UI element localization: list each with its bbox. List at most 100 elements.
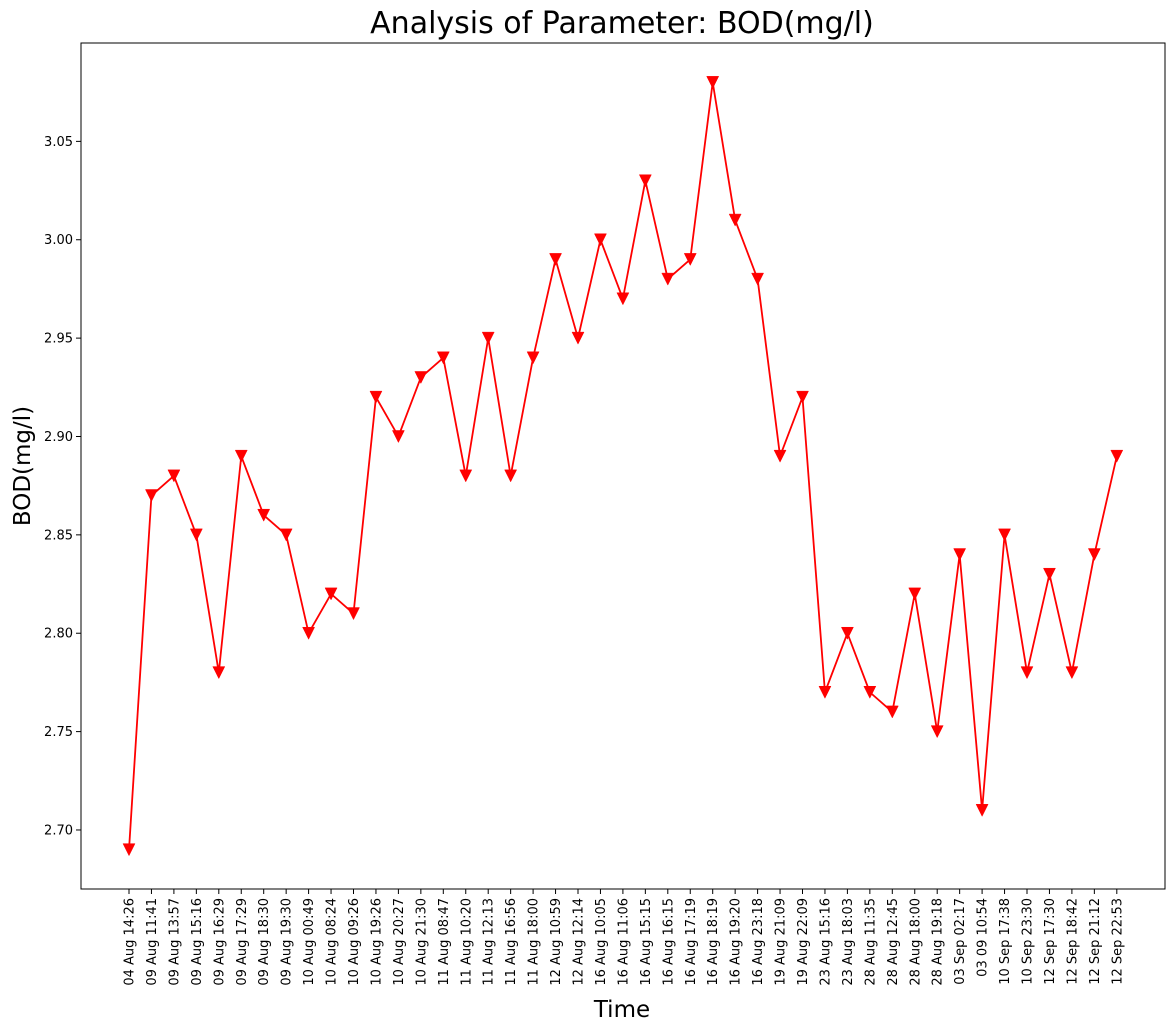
data-point-marker — [818, 686, 832, 699]
data-point-marker — [998, 528, 1011, 542]
y-tick-label: 2.90 — [44, 430, 73, 445]
chart-title: Analysis of Parameter: BOD(mg/l) — [370, 6, 874, 41]
y-tick-label: 3.00 — [44, 233, 73, 248]
x-tick-label: 16 Aug 17:19 — [684, 898, 699, 986]
data-point-marker — [324, 587, 338, 601]
y-tick-label: 2.75 — [44, 725, 73, 740]
x-tick-label: 10 Aug 09:26 — [347, 898, 362, 986]
data-point-marker — [728, 213, 742, 227]
data-point-marker — [1087, 548, 1101, 562]
x-tick-label: 12 Aug 10:59 — [549, 898, 564, 986]
x-tick-label: 10 Aug 00:49 — [302, 898, 317, 986]
data-point-marker — [549, 253, 562, 266]
data-point-marker — [302, 626, 316, 640]
data-point-marker — [885, 705, 899, 719]
x-tick-label: 09 Aug 18:30 — [257, 898, 272, 986]
x-tick-label: 11 Aug 12:13 — [482, 898, 497, 986]
x-axis: 04 Aug 14:26 09 Aug 11:41 09 Aug 13:57 09 A… — [123, 889, 1125, 986]
data-point-marker — [773, 449, 787, 463]
data-point-marker — [526, 351, 540, 365]
x-axis-label: Time — [593, 997, 650, 1023]
x-tick-label: 04 Aug 14:26 — [123, 898, 138, 986]
x-tick-label: 23 Aug 15:16 — [818, 898, 833, 986]
x-tick-label: 09 Aug 13:57 — [167, 898, 182, 986]
data-point-marker — [257, 508, 271, 522]
x-tick-label: 12 Sep 21:12 — [1088, 898, 1103, 985]
x-tick-label: 10 Aug 08:24 — [325, 898, 340, 986]
x-tick-label: 28 Aug 12:45 — [886, 898, 901, 986]
x-tick-label: 12 Aug 12:14 — [572, 898, 587, 986]
x-tick-label: 28 Aug 11:35 — [863, 898, 878, 986]
x-tick-label: 09 Aug 19:30 — [280, 898, 295, 986]
x-tick-label: 16 Aug 18:19 — [706, 898, 721, 986]
data-point-marker — [683, 253, 697, 266]
x-tick-label: 09 Aug 16:29 — [212, 898, 227, 986]
data-point-marker — [234, 449, 248, 463]
x-tick-label: 12 Sep 18:42 — [1065, 898, 1080, 985]
data-point-marker — [369, 390, 383, 404]
x-tick-label: 11 Aug 16:56 — [504, 898, 519, 986]
x-tick-label: 10 Sep 17:38 — [998, 898, 1013, 985]
data-point-marker — [145, 489, 158, 503]
series-line — [128, 81, 1118, 850]
data-point-marker — [1043, 567, 1056, 581]
x-tick-label: 10 Aug 21:30 — [414, 898, 429, 986]
data-point-marker — [908, 587, 922, 601]
x-tick-label: 10 Aug 20:27 — [392, 898, 407, 986]
y-tick-label: 2.80 — [44, 627, 73, 642]
y-axis: 2.70 2.75 2.80 2.85 2.90 2.95 3.00 3.05 — [44, 135, 81, 838]
y-tick-label: 3.05 — [44, 135, 73, 150]
data-point-marker — [1065, 666, 1079, 680]
x-tick-label: 09 Aug 11:41 — [145, 898, 160, 986]
x-tick-label: 19 Aug 21:09 — [774, 898, 789, 986]
x-tick-label: 09 Aug 15:16 — [190, 898, 205, 986]
data-point-marker — [840, 626, 854, 640]
x-tick-label: 16 Aug 11:06 — [616, 898, 631, 986]
x-tick-label: 11 Aug 18:00 — [527, 898, 542, 986]
x-tick-label: 16 Aug 10:05 — [594, 898, 609, 986]
data-point-marker — [594, 233, 607, 247]
x-tick-label: 28 Aug 18:00 — [908, 898, 923, 986]
data-point-marker — [459, 469, 473, 483]
data-point-marker — [953, 548, 967, 562]
data-point-marker — [414, 371, 428, 385]
data-point-marker — [167, 469, 181, 483]
data-point-marker — [279, 528, 293, 542]
y-axis-label: BOD(mg/l) — [10, 406, 36, 526]
x-tick-label: 16 Aug 15:15 — [639, 898, 654, 986]
x-tick-label: 11 Aug 10:20 — [459, 898, 474, 986]
data-point-marker — [975, 804, 989, 817]
x-tick-label: 19 Aug 22:09 — [796, 898, 811, 986]
data-point-marker — [189, 528, 203, 542]
plot-area — [80, 42, 1166, 890]
x-tick-label: 10 Sep 23:30 — [1021, 898, 1036, 985]
x-tick-label: 12 Sep 22:53 — [1110, 898, 1125, 985]
data-point-marker — [481, 331, 495, 345]
data-point-marker — [1110, 449, 1124, 463]
x-tick-label: 09 Aug 17:29 — [235, 898, 250, 986]
data-point-marker — [638, 174, 652, 188]
x-tick-label: 03 09 10:54 — [976, 898, 991, 977]
data-point-marker — [347, 607, 360, 621]
x-tick-label: 28 Aug 19:18 — [931, 898, 946, 986]
data-point-marker — [796, 390, 809, 404]
x-tick-label: 16 Aug 16:15 — [661, 898, 676, 986]
data-point-marker — [930, 725, 944, 739]
data-point-marker — [571, 331, 585, 345]
x-tick-label: 10 Aug 19:26 — [369, 898, 384, 986]
data-point-marker — [1020, 666, 1034, 680]
x-tick-label: 03 Sep 02:17 — [953, 898, 968, 985]
data-point-marker — [391, 430, 405, 444]
series-bod — [122, 76, 1124, 857]
x-tick-label: 12 Sep 17:30 — [1043, 898, 1058, 985]
y-tick-label: 2.95 — [44, 332, 73, 347]
y-tick-label: 2.70 — [44, 823, 73, 838]
data-point-marker — [504, 469, 518, 483]
x-tick-label: 11 Aug 08:47 — [437, 898, 452, 986]
data-point-marker — [706, 76, 720, 89]
data-point-marker — [122, 843, 136, 857]
x-tick-label: 16 Aug 23:18 — [751, 898, 766, 986]
x-tick-label: 23 Aug 18:03 — [841, 898, 856, 986]
data-point-marker — [863, 686, 877, 699]
